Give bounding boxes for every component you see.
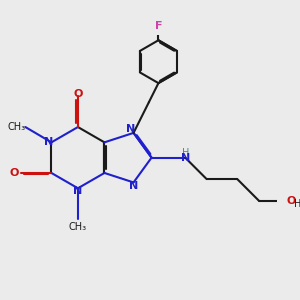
Text: H: H: [294, 199, 300, 208]
Text: N: N: [73, 186, 83, 196]
Text: H: H: [182, 148, 189, 158]
Text: N: N: [181, 153, 190, 163]
Text: CH₃: CH₃: [7, 122, 26, 132]
Text: N: N: [44, 137, 54, 147]
Text: CH₃: CH₃: [69, 222, 87, 232]
Text: O: O: [9, 168, 19, 178]
Text: N: N: [127, 124, 136, 134]
Text: O: O: [73, 89, 83, 99]
Text: O: O: [287, 196, 296, 206]
Text: N: N: [129, 181, 138, 191]
Text: F: F: [155, 21, 162, 31]
